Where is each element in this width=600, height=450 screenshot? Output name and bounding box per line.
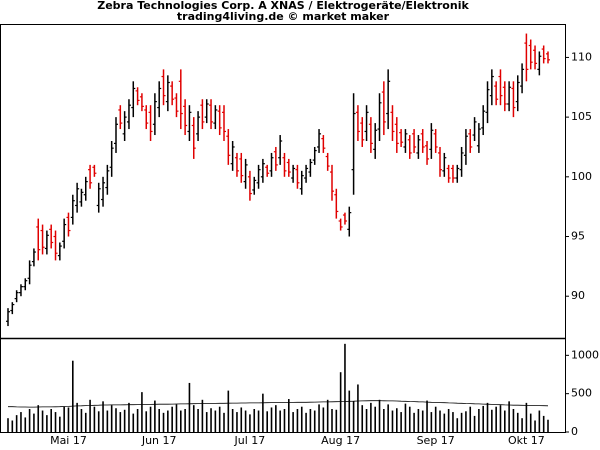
- volume-average: [8, 400, 549, 408]
- y-tick-label: 90: [571, 289, 585, 302]
- x-tick-label: Mai 17: [50, 434, 87, 447]
- y-tick-label: 500: [571, 387, 592, 400]
- x-tick-label: Okt 17: [508, 434, 545, 447]
- chart-subtitle: trading4living.de © market maker: [177, 10, 390, 23]
- x-tick-label: Jun 17: [141, 434, 177, 447]
- x-tick-label: Jul 17: [234, 434, 266, 447]
- y-tick-label: 0: [571, 425, 578, 438]
- y-tick-label: 1000: [571, 348, 599, 361]
- plot-frame: [0, 24, 566, 433]
- x-tick-label: Aug 17: [321, 434, 360, 447]
- y-tick-label: 110: [571, 50, 592, 63]
- y-tick-label: 95: [571, 230, 585, 243]
- x-tick-label: Sep 17: [417, 434, 455, 447]
- y-tick-label: 105: [571, 110, 592, 123]
- y-tick-label: 100: [571, 170, 592, 183]
- chart-title: Zebra Technologies Corp. A XNAS / Elektr…: [97, 0, 469, 12]
